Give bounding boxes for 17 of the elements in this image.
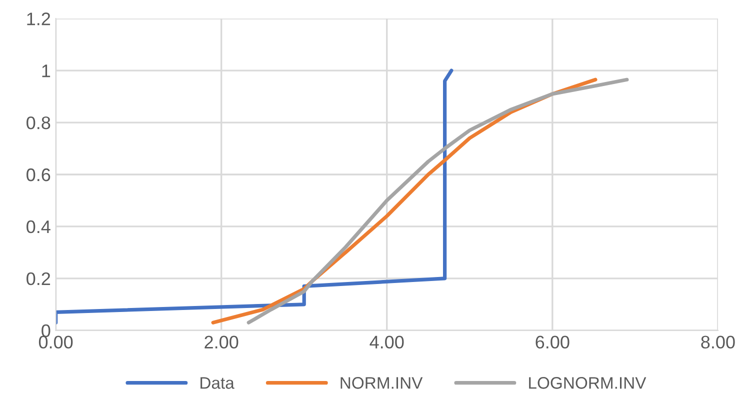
y-tick-label: 0 [42,324,50,338]
x-tick-label: 8.00 [701,336,735,349]
y-tick-label: 0.8 [26,116,50,130]
x-tick-label: 4.00 [370,336,404,349]
x-tick-label: 0.00 [38,336,73,349]
line-series [246,78,629,324]
line-series [56,68,454,324]
y-tick-label: 0.4 [26,220,50,234]
legend-label: LOGNORM.INV [529,377,646,389]
legend-label: NORM.INV [340,377,423,389]
y-tick-label: 1 [42,64,50,78]
y-tick-label: 0.2 [26,272,50,286]
y-tick-label: 1.2 [27,12,50,26]
x-tick-label: 6.00 [536,336,570,349]
y-tick-label: 0.6 [26,168,50,182]
x-tick-label: 2.00 [204,336,238,349]
legend-label: Data [200,377,234,389]
